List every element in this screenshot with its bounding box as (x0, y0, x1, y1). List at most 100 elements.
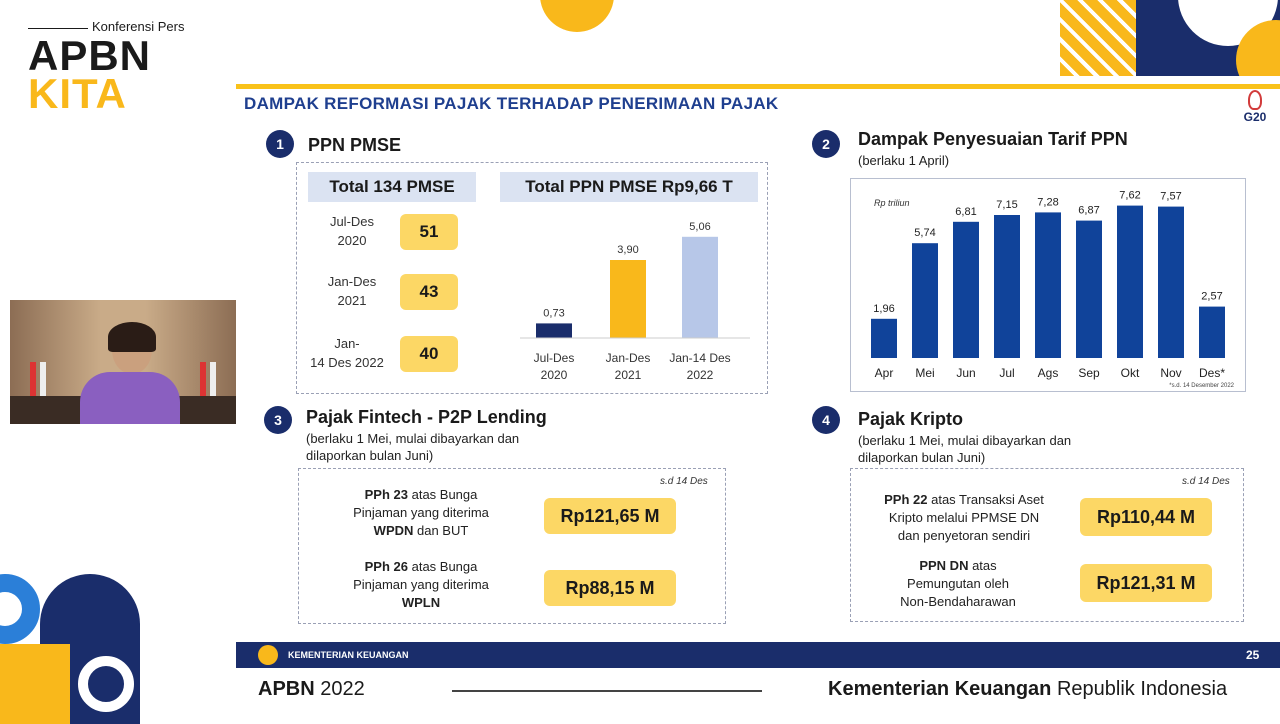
section-4-subheading-line2: dilaporkan bulan Juni) (858, 450, 986, 465)
pmse-category-2-line-1: Jan-Des (606, 351, 651, 365)
tariff-month-8: Nov (1160, 366, 1181, 380)
section-2-subheading: (berlaku 1 April) (858, 153, 950, 168)
tariff-bar-Sep (1076, 220, 1102, 358)
conference-label: Konferensi Pers (92, 19, 185, 34)
fintech-item-2-value: Rp88,15 M (544, 570, 676, 606)
fintech-item-2-desc: PPh 26 atas Bunga Pinjaman yang diterima… (353, 559, 489, 610)
tariff-bar-label-9: 2,57 (1201, 291, 1222, 303)
tariff-y-unit: Rp triliun (874, 198, 910, 208)
section-2-number: 2 (812, 130, 840, 158)
tariff-bar-Jun (953, 221, 979, 358)
tariff-month-2: Mei (915, 366, 934, 380)
crypto-item-2-value: Rp121,31 M (1080, 564, 1212, 602)
ppn-pmse-bar-chart: 0,73 Jul-Des 2020 3,90 Jan-Des 2021 5,06 Jan-14… (520, 221, 750, 382)
section-1-number: 1 (266, 130, 294, 158)
tariff-bar-Okt (1117, 205, 1143, 358)
section-3-number: 3 (264, 406, 292, 434)
tariff-bar-label-3: 6,81 (955, 206, 976, 218)
pmse-row-3-period-line1: Jan- (334, 336, 360, 351)
tariff-bar-Jul (994, 215, 1020, 358)
decor-bottom-left (0, 574, 140, 724)
tariff-bar-label-6: 6,87 (1078, 205, 1099, 217)
page-number: 25 (1246, 648, 1260, 662)
tariff-bar-label-2: 5,74 (914, 227, 935, 239)
tariff-month-3: Jun (956, 366, 975, 380)
pmse-row-3: Jan- 14 Des 2022 40 (298, 334, 468, 378)
pmse-row-2-period-line1: Jan-Des (327, 274, 377, 289)
section-3-subheading: (berlaku 1 Mei, mulai dibayarkan dan dil… (306, 430, 519, 464)
pmse-bar-label-2: 3,90 (617, 244, 638, 256)
section-4-heading: Pajak Kripto (858, 409, 964, 429)
footer-bar (236, 642, 1280, 668)
g20-emblem-icon (1248, 90, 1262, 110)
pmse-row-1-period-line1: Jul-Des (329, 214, 375, 229)
pmse-category-2-line-2: 2021 (615, 368, 642, 382)
section-4-subheading-line1: (berlaku 1 Mei, mulai dibayarkan dan (858, 433, 1072, 448)
section-2-heading: Dampak Penyesuaian Tarif PPN (858, 129, 1128, 149)
pmse-row-2-period-line2: 2021 (337, 293, 367, 308)
pmse-row-1-count: 51 (400, 214, 458, 250)
tariff-month-7: Okt (1121, 366, 1140, 380)
fintech-item-2-tax: PPh 26 (364, 559, 408, 574)
tariff-bar-Nov (1158, 206, 1184, 358)
pmse-bar-2 (610, 260, 646, 338)
tariff-bar-Apr (871, 318, 897, 358)
section-3-panel (298, 468, 726, 624)
section-3-heading: Pajak Fintech - P2P Lending (306, 407, 547, 427)
tariff-month-4: Jul (999, 366, 1014, 380)
ministry-emblem-icon (258, 645, 278, 665)
logo-apbn: APBN (28, 32, 152, 79)
pmse-category-1-line-2: 2020 (541, 368, 568, 382)
conference-divider (28, 28, 88, 29)
tariff-bar-Des (1199, 306, 1225, 358)
footer-divider (452, 690, 762, 692)
tariff-bar-Ags (1035, 212, 1061, 358)
logo-kita: KITA (28, 70, 127, 117)
fintech-item-1-value: Rp121,65 M (544, 498, 676, 534)
section-1-panel (296, 162, 768, 394)
tariff-bar-label-8: 7,57 (1160, 191, 1181, 203)
tariff-footnote: *s.d. 14 Desember 2022 (1169, 383, 1234, 389)
ppn-tariff-bar-chart: Rp triliun 1,96 Apr 5,74 Mei 6,81 Jun 7,15 Jul 7,… (871, 190, 1235, 389)
crypto-item-2-desc: PPN DN atas Pemungutan oleh Non-Bendahar… (900, 558, 1016, 609)
pmse-row-3-count: 40 (400, 336, 458, 372)
g20-label: G20 (1243, 110, 1267, 124)
section-3-subheading-line1: (berlaku 1 Mei, mulai dibayarkan dan (306, 431, 520, 446)
footer-ministry-name: Kementerian Keuangan Republik Indonesia (828, 678, 1228, 700)
decor-navy-block (1136, 0, 1280, 76)
crypto-item-1-value: Rp110,44 M (1080, 498, 1212, 536)
tariff-bar-Mei (912, 243, 938, 358)
footer-ministry-label: KEMENTERIAN KEUANGAN (288, 650, 409, 660)
crypto-item-1-tax: PPh 22 (884, 492, 928, 507)
crypto-item-2-tax: PPN DN (919, 558, 969, 573)
slide-title: DAMPAK REFORMASI PAJAK TERHADAP PENERIMA… (244, 94, 779, 113)
tariff-bar-label-1: 1,96 (873, 303, 894, 315)
total-pmse-header: Total 134 PMSE (308, 172, 476, 202)
footer-apbn-year: APBN 2022 (258, 678, 365, 700)
pmse-category-3-line-1: Jan-14 Des (669, 351, 730, 365)
presenter-video (10, 300, 236, 424)
tariff-bar-label-7: 7,62 (1119, 190, 1140, 202)
section-4-subheading: (berlaku 1 Mei, mulai dibayarkan dan dil… (858, 432, 1071, 466)
tariff-bar-label-5: 7,28 (1037, 196, 1058, 208)
section-3-date-note: s.d 14 Des (660, 476, 708, 487)
pmse-bar-label-1: 0,73 (543, 307, 564, 319)
pmse-row-2-count: 43 (400, 274, 458, 310)
pmse-bar-1 (536, 323, 572, 338)
pmse-row-3-period-line2: 14 Des 2022 (310, 355, 384, 370)
pmse-row-1-period-line2: 2020 (337, 233, 367, 248)
decor-yellow-pattern (1060, 0, 1136, 76)
tariff-month-9: Des* (1199, 366, 1225, 380)
section-4-date-note: s.d 14 Des (1182, 476, 1230, 487)
total-ppn-pmse-header: Total PPN PMSE Rp9,66 T (500, 172, 758, 202)
tariff-month-6: Sep (1078, 366, 1100, 380)
pmse-row-1: Jul-Des 2020 51 (308, 212, 468, 252)
pmse-category-1-line-1: Jul-Des (534, 351, 575, 365)
section-3-subheading-line2: dilaporkan bulan Juni) (306, 448, 434, 463)
ppn-tariff-panel (850, 178, 1246, 392)
pmse-bar-label-3: 5,06 (689, 221, 710, 233)
pmse-row-2: Jan-Des 2021 43 (308, 272, 468, 312)
pmse-category-3-line-2: 2022 (687, 368, 714, 382)
decor-yellow-semicircle (540, 0, 614, 32)
tariff-month-5: Ags (1038, 366, 1059, 380)
